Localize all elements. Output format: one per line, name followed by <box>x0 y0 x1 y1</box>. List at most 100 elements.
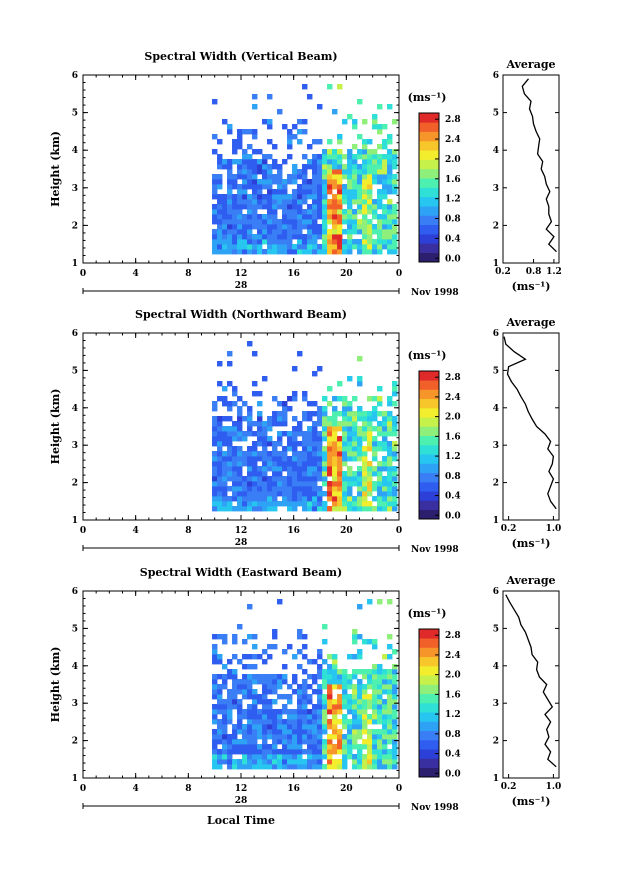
heatmap-cell <box>307 491 313 497</box>
heatmap-cell <box>272 239 278 245</box>
heatmap-cell <box>347 189 353 195</box>
heatmap-cell <box>337 694 343 700</box>
heatmap-cell <box>277 169 283 175</box>
heatmap-cell <box>367 754 373 760</box>
heatmap-cell <box>332 406 338 412</box>
heatmap-cell <box>287 446 293 452</box>
heatmap-cell <box>212 441 218 447</box>
heatmap-cell <box>282 431 288 437</box>
heatmap-cell <box>357 694 363 700</box>
heatmap-cell <box>252 239 258 245</box>
heatmap-cell <box>367 159 373 165</box>
heatmap-cell <box>377 496 383 502</box>
heatmap-cell <box>282 159 288 165</box>
heatmap-cell <box>262 234 268 240</box>
heatmap-cell <box>282 411 288 417</box>
heatmap-cell <box>367 476 373 482</box>
heatmap-cell <box>267 416 273 422</box>
heatmap-cell <box>332 451 338 457</box>
heatmap-cell <box>257 179 263 185</box>
heatmap-cell <box>282 199 288 205</box>
heatmap-cell <box>342 684 348 690</box>
heatmap-cell <box>317 421 323 427</box>
heatmap-cell <box>227 214 233 220</box>
heatmap-cell <box>372 764 378 770</box>
heatmap-cell <box>347 164 353 170</box>
heatmap-cell <box>292 486 298 492</box>
heatmap-cell <box>212 674 218 680</box>
heatmap-cell <box>307 224 313 230</box>
heatmap-cell <box>297 634 303 640</box>
colorbar-tick-label: 2.0 <box>445 671 461 681</box>
heatmap-cell <box>212 204 218 210</box>
heatmap-cell <box>312 764 318 770</box>
heatmap-cell <box>317 159 323 165</box>
heatmap-cell <box>317 496 323 502</box>
heatmap-cell <box>357 229 363 235</box>
heatmap-cell <box>392 386 398 392</box>
heatmap-cell <box>247 604 253 610</box>
heatmap-cell <box>272 461 278 467</box>
heatmap-cell <box>252 496 258 502</box>
heatmap-cell <box>247 724 253 730</box>
heatmap-cell <box>332 744 338 750</box>
heatmap-cell <box>282 234 288 240</box>
heatmap-cell <box>347 224 353 230</box>
heatmap-cell <box>377 491 383 497</box>
average-line <box>521 78 557 253</box>
heatmap-cell <box>217 481 223 487</box>
heatmap-cell <box>332 426 338 432</box>
heatmap-cell <box>302 214 308 220</box>
heatmap-cell <box>252 734 258 740</box>
heatmap-cell <box>257 654 263 660</box>
heatmap-cell <box>242 734 248 740</box>
heatmap-cell <box>337 179 343 185</box>
heatmap-cell <box>347 194 353 200</box>
heatmap-cell <box>282 486 288 492</box>
heatmap-cell <box>282 674 288 680</box>
heatmap-cell <box>292 461 298 467</box>
heatmap-cell <box>357 734 363 740</box>
heatmap-cell <box>357 189 363 195</box>
heatmap-cell <box>282 704 288 710</box>
heatmap-cell <box>317 104 323 110</box>
heatmap-cell <box>227 234 233 240</box>
heatmap-cell <box>237 229 243 235</box>
heatmap-cell <box>387 204 393 210</box>
heatmap-cell <box>377 679 383 685</box>
heatmap-cell <box>392 714 398 720</box>
heatmap-cell <box>337 139 343 145</box>
heatmap-cell <box>232 634 238 640</box>
heatmap-cell <box>307 734 313 740</box>
heatmap-cell <box>387 466 393 472</box>
heatmap-cell <box>307 249 313 255</box>
colorbar-segment <box>419 482 439 492</box>
heatmap-cell <box>247 229 253 235</box>
heatmap-cell <box>302 234 308 240</box>
heatmap-cell <box>347 501 353 507</box>
heatmap-cell <box>267 451 273 457</box>
heatmap-cell <box>262 476 268 482</box>
heatmap-cell <box>347 199 353 205</box>
heatmap-cell <box>362 501 368 507</box>
heatmap-cell <box>307 466 313 472</box>
colorbar-segment <box>419 472 439 483</box>
heatmap-cell <box>332 734 338 740</box>
heatmap-cell <box>262 194 268 200</box>
heatmap-cell <box>307 754 313 760</box>
heatmap-cell <box>327 431 333 437</box>
heatmap-cell <box>282 244 288 250</box>
colorbar-tick-label: 2.4 <box>445 393 461 403</box>
heatmap-cell <box>372 719 378 725</box>
heatmap-cell <box>372 734 378 740</box>
heatmap-cell <box>312 724 318 730</box>
heatmap-cell <box>372 714 378 720</box>
heatmap-cell <box>377 441 383 447</box>
heatmap-cell <box>292 466 298 472</box>
heatmap-cell <box>272 249 278 255</box>
heatmap-cell <box>317 169 323 175</box>
heatmap-cell <box>232 456 238 462</box>
heatmap-cell <box>227 461 233 467</box>
heatmap-cell <box>342 689 348 695</box>
heatmap-cell <box>327 744 333 750</box>
